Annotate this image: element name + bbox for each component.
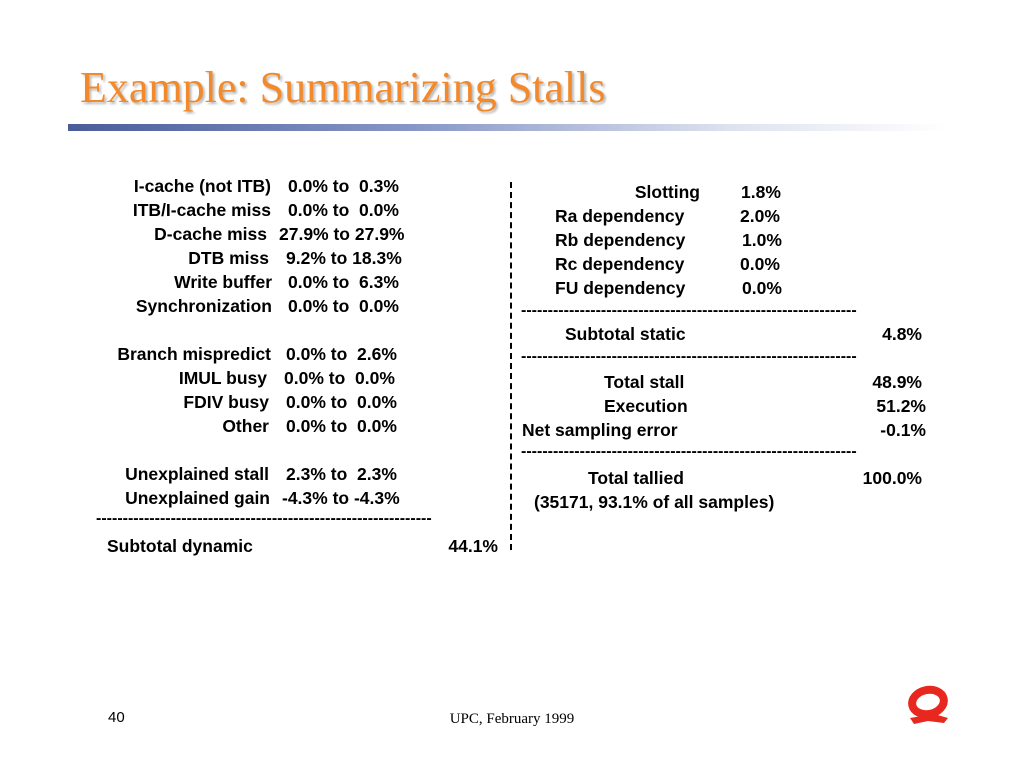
dynamic-separator: ----------------------------------------… xyxy=(96,511,432,527)
static-row-label: Slotting xyxy=(634,182,700,202)
dynamic-row-label: Synchronization xyxy=(135,296,272,316)
page-number: 40 xyxy=(108,709,125,726)
total-tallied-value: 100.0% xyxy=(862,468,922,488)
dynamic-row-range: 2.3% to 2.3% xyxy=(286,464,397,484)
dynamic-row-range: 0.0% to 0.3% xyxy=(288,176,399,196)
static-separator: ----------------------------------------… xyxy=(521,303,857,319)
static-row-label: Rc dependency xyxy=(555,254,685,274)
column-divider xyxy=(510,182,512,550)
dynamic-row-label: Branch mispredict xyxy=(117,344,271,364)
title-underline xyxy=(68,124,948,131)
net-sampling-error-value: -0.1% xyxy=(880,420,926,440)
dynamic-row-label: IMUL busy xyxy=(178,368,267,388)
dynamic-row-range: 0.0% to 0.0% xyxy=(288,296,399,316)
execution-label: Execution xyxy=(604,396,688,416)
static-row-value: 2.0% xyxy=(740,206,780,226)
dynamic-row-label: ITB/I-cache miss xyxy=(132,200,271,220)
subtotal-static-value: 4.8% xyxy=(882,324,922,344)
dynamic-row-range: -4.3% to -4.3% xyxy=(282,488,400,508)
subtotal-static-label: Subtotal static xyxy=(565,324,686,344)
dynamic-row-label: FDIV busy xyxy=(183,392,269,412)
subtotal-dynamic-label: Subtotal dynamic xyxy=(107,536,253,556)
dynamic-row-range: 9.2% to 18.3% xyxy=(286,248,402,268)
static-row-label: FU dependency xyxy=(555,278,686,298)
execution-value: 51.2% xyxy=(876,396,926,416)
static-row-label: Ra dependency xyxy=(555,206,685,226)
total-stall-value: 48.9% xyxy=(872,372,922,392)
dynamic-row-label: DTB miss xyxy=(188,248,269,268)
dynamic-row-label: Unexplained stall xyxy=(125,464,269,484)
dynamic-row-range: 0.0% to 0.0% xyxy=(288,200,399,220)
dynamic-row-label: Unexplained gain xyxy=(125,488,270,508)
static-separator: ----------------------------------------… xyxy=(521,349,857,365)
dynamic-row-range: 0.0% to 2.6% xyxy=(286,344,397,364)
total-tallied-label: Total tallied xyxy=(588,468,684,488)
subtotal-dynamic-value: 44.1% xyxy=(448,536,498,556)
net-sampling-error-label: Net sampling error xyxy=(522,420,678,440)
dynamic-row-label: Other xyxy=(222,416,269,436)
samples-note: (35171, 93.1% of all samples) xyxy=(534,492,775,512)
footer-text: UPC, February 1999 xyxy=(449,711,575,727)
dynamic-row-range: 0.0% to 0.0% xyxy=(284,368,395,388)
slide-title: Example: Summarizing Stalls xyxy=(80,63,606,112)
dynamic-row-label: Write buffer xyxy=(174,272,272,292)
static-row-value: 0.0% xyxy=(740,254,780,274)
dynamic-row-range: 27.9% to 27.9% xyxy=(279,224,405,244)
static-row-value: 1.0% xyxy=(742,230,782,250)
dynamic-row-label: D-cache miss xyxy=(154,224,267,244)
dynamic-row-range: 0.0% to 6.3% xyxy=(288,272,399,292)
static-row-value: 0.0% xyxy=(742,278,782,298)
q-logo-icon xyxy=(908,685,948,724)
dynamic-row-label: I-cache (not ITB) xyxy=(133,176,271,196)
static-row-value: 1.8% xyxy=(741,182,781,202)
dynamic-row-range: 0.0% to 0.0% xyxy=(286,416,397,436)
dynamic-row-range: 0.0% to 0.0% xyxy=(286,392,397,412)
static-separator: ----------------------------------------… xyxy=(521,444,857,460)
static-row-label: Rb dependency xyxy=(555,230,686,250)
total-stall-label: Total stall xyxy=(604,372,685,392)
